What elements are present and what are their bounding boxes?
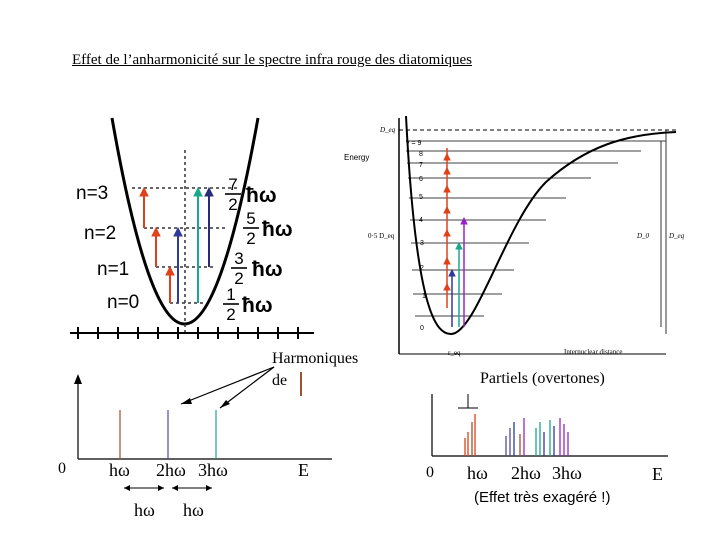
exaggeration-note: (Effet très exagéré !) [474, 489, 611, 506]
svg-text:ħω: ħω [246, 184, 277, 207]
morse-arrow-purple [460, 216, 468, 327]
pointer-line-1 [180, 366, 275, 405]
level-label-n3: n=3 [76, 183, 109, 204]
page-title: Effet de l’anharmonicité sur le spectre … [72, 52, 472, 68]
anharmonic-origin-label: 0 [426, 464, 434, 481]
energy-axis-label: Energy [344, 153, 369, 162]
harmonic-caption-color-bar [300, 372, 302, 396]
harmonic-tick-3: 3hω [198, 460, 228, 480]
overtone-group-1 [464, 414, 476, 456]
spacing-label-2: hω [183, 500, 204, 520]
svg-text:6: 6 [419, 176, 423, 183]
harmonic-potential-diagram [70, 117, 314, 339]
harmonic-tick-1: hω [109, 460, 130, 480]
svg-text:7: 7 [228, 175, 237, 194]
transition-arrow-navy [204, 186, 214, 267]
overtone-group-2 [505, 418, 525, 456]
morse-potential-diagram: Energy D_eq 0·5 D_eq 0 1 2 3 4 5 6 7 8 v… [344, 115, 684, 357]
fraction-n0: 1 2 ħω [223, 285, 273, 324]
harmonic-axis-label: E [298, 460, 309, 480]
internuclear-distance-label: Internuclear distance [564, 348, 623, 356]
svg-text:3: 3 [234, 249, 243, 268]
overtone-group-4 [559, 418, 569, 456]
anharmonic-spectrum [431, 394, 668, 457]
harmonic-caption-line2: de [272, 372, 288, 389]
svg-text:2: 2 [226, 305, 235, 324]
anharmonic-tick-3: 3hω [552, 463, 582, 483]
svg-text:1: 1 [422, 293, 426, 300]
svg-text:ħω: ħω [242, 294, 273, 317]
transition-arrow-blue [173, 226, 183, 303]
svg-text:1: 1 [226, 285, 235, 304]
d-eq-top-label: D_eq [379, 126, 396, 134]
svg-text:0: 0 [420, 325, 424, 332]
svg-text:8: 8 [419, 151, 423, 158]
harmonic-potential-curve [110, 117, 260, 326]
r-eq-label: r_eq [448, 349, 461, 357]
svg-text:3: 3 [420, 240, 424, 247]
spacing-label-1: hω [134, 500, 155, 520]
svg-text:ħω: ħω [252, 258, 283, 281]
fraction-n1: 3 2 ħω [231, 249, 283, 288]
morse-arrow-red [443, 148, 451, 308]
svg-text:2: 2 [234, 269, 243, 288]
harmonic-caption-line1: Harmoniques [272, 350, 359, 367]
harmonic-axis-ticks [77, 327, 299, 339]
anharmonic-tick-2: 2hω [511, 463, 541, 483]
deq-right-label: D_eq [668, 232, 684, 240]
morse-potential-curve [405, 115, 677, 336]
svg-text:4: 4 [419, 217, 423, 224]
svg-text:2: 2 [246, 229, 255, 248]
harmonic-tick-2: 2hω [156, 460, 186, 480]
transition-arrow-red [151, 226, 161, 267]
svg-text:ħω: ħω [262, 218, 293, 241]
anharmonic-tick-1: hω [467, 463, 488, 483]
harmonic-origin-label: 0 [58, 460, 66, 477]
energy-fraction-labels: 7 2 ħω 5 2 ħω 3 2 ħω 1 2 ħω [223, 175, 293, 324]
harmonic-spectrum-y-arrowhead [74, 374, 82, 384]
pointer-line-2 [219, 366, 275, 409]
transition-arrow-red [165, 265, 175, 303]
level-label-n2: n=2 [84, 223, 117, 244]
d0-label: D_0 [636, 232, 650, 240]
svg-text:5: 5 [246, 209, 255, 228]
harmonic-spectrum [74, 366, 332, 491]
level-label-n0: n=0 [107, 292, 140, 313]
anharmonic-axis-label: E [652, 464, 663, 484]
svg-text:2: 2 [420, 265, 424, 272]
transition-arrow-red [139, 186, 149, 228]
svg-text:v = 9: v = 9 [406, 140, 421, 147]
fraction-n3: 7 2 ħω [225, 175, 277, 214]
v-labels: 0 1 2 3 4 5 6 7 8 v = 9 [406, 140, 426, 332]
svg-text:2: 2 [228, 195, 237, 214]
overtone-group-3 [535, 420, 555, 456]
level-label-n1: n=1 [97, 259, 130, 280]
vibrational-levels [406, 140, 666, 317]
morse-arrow-teal [455, 241, 463, 327]
svg-text:7: 7 [419, 162, 423, 169]
half-deq-label: 0·5 D_eq [368, 232, 395, 240]
overtones-caption: Partiels (overtones) [480, 370, 605, 387]
transition-arrow-teal [193, 186, 203, 303]
morse-arrow-blue [448, 268, 456, 327]
svg-text:5: 5 [419, 194, 423, 201]
fraction-n2: 5 2 ħω [243, 209, 293, 248]
